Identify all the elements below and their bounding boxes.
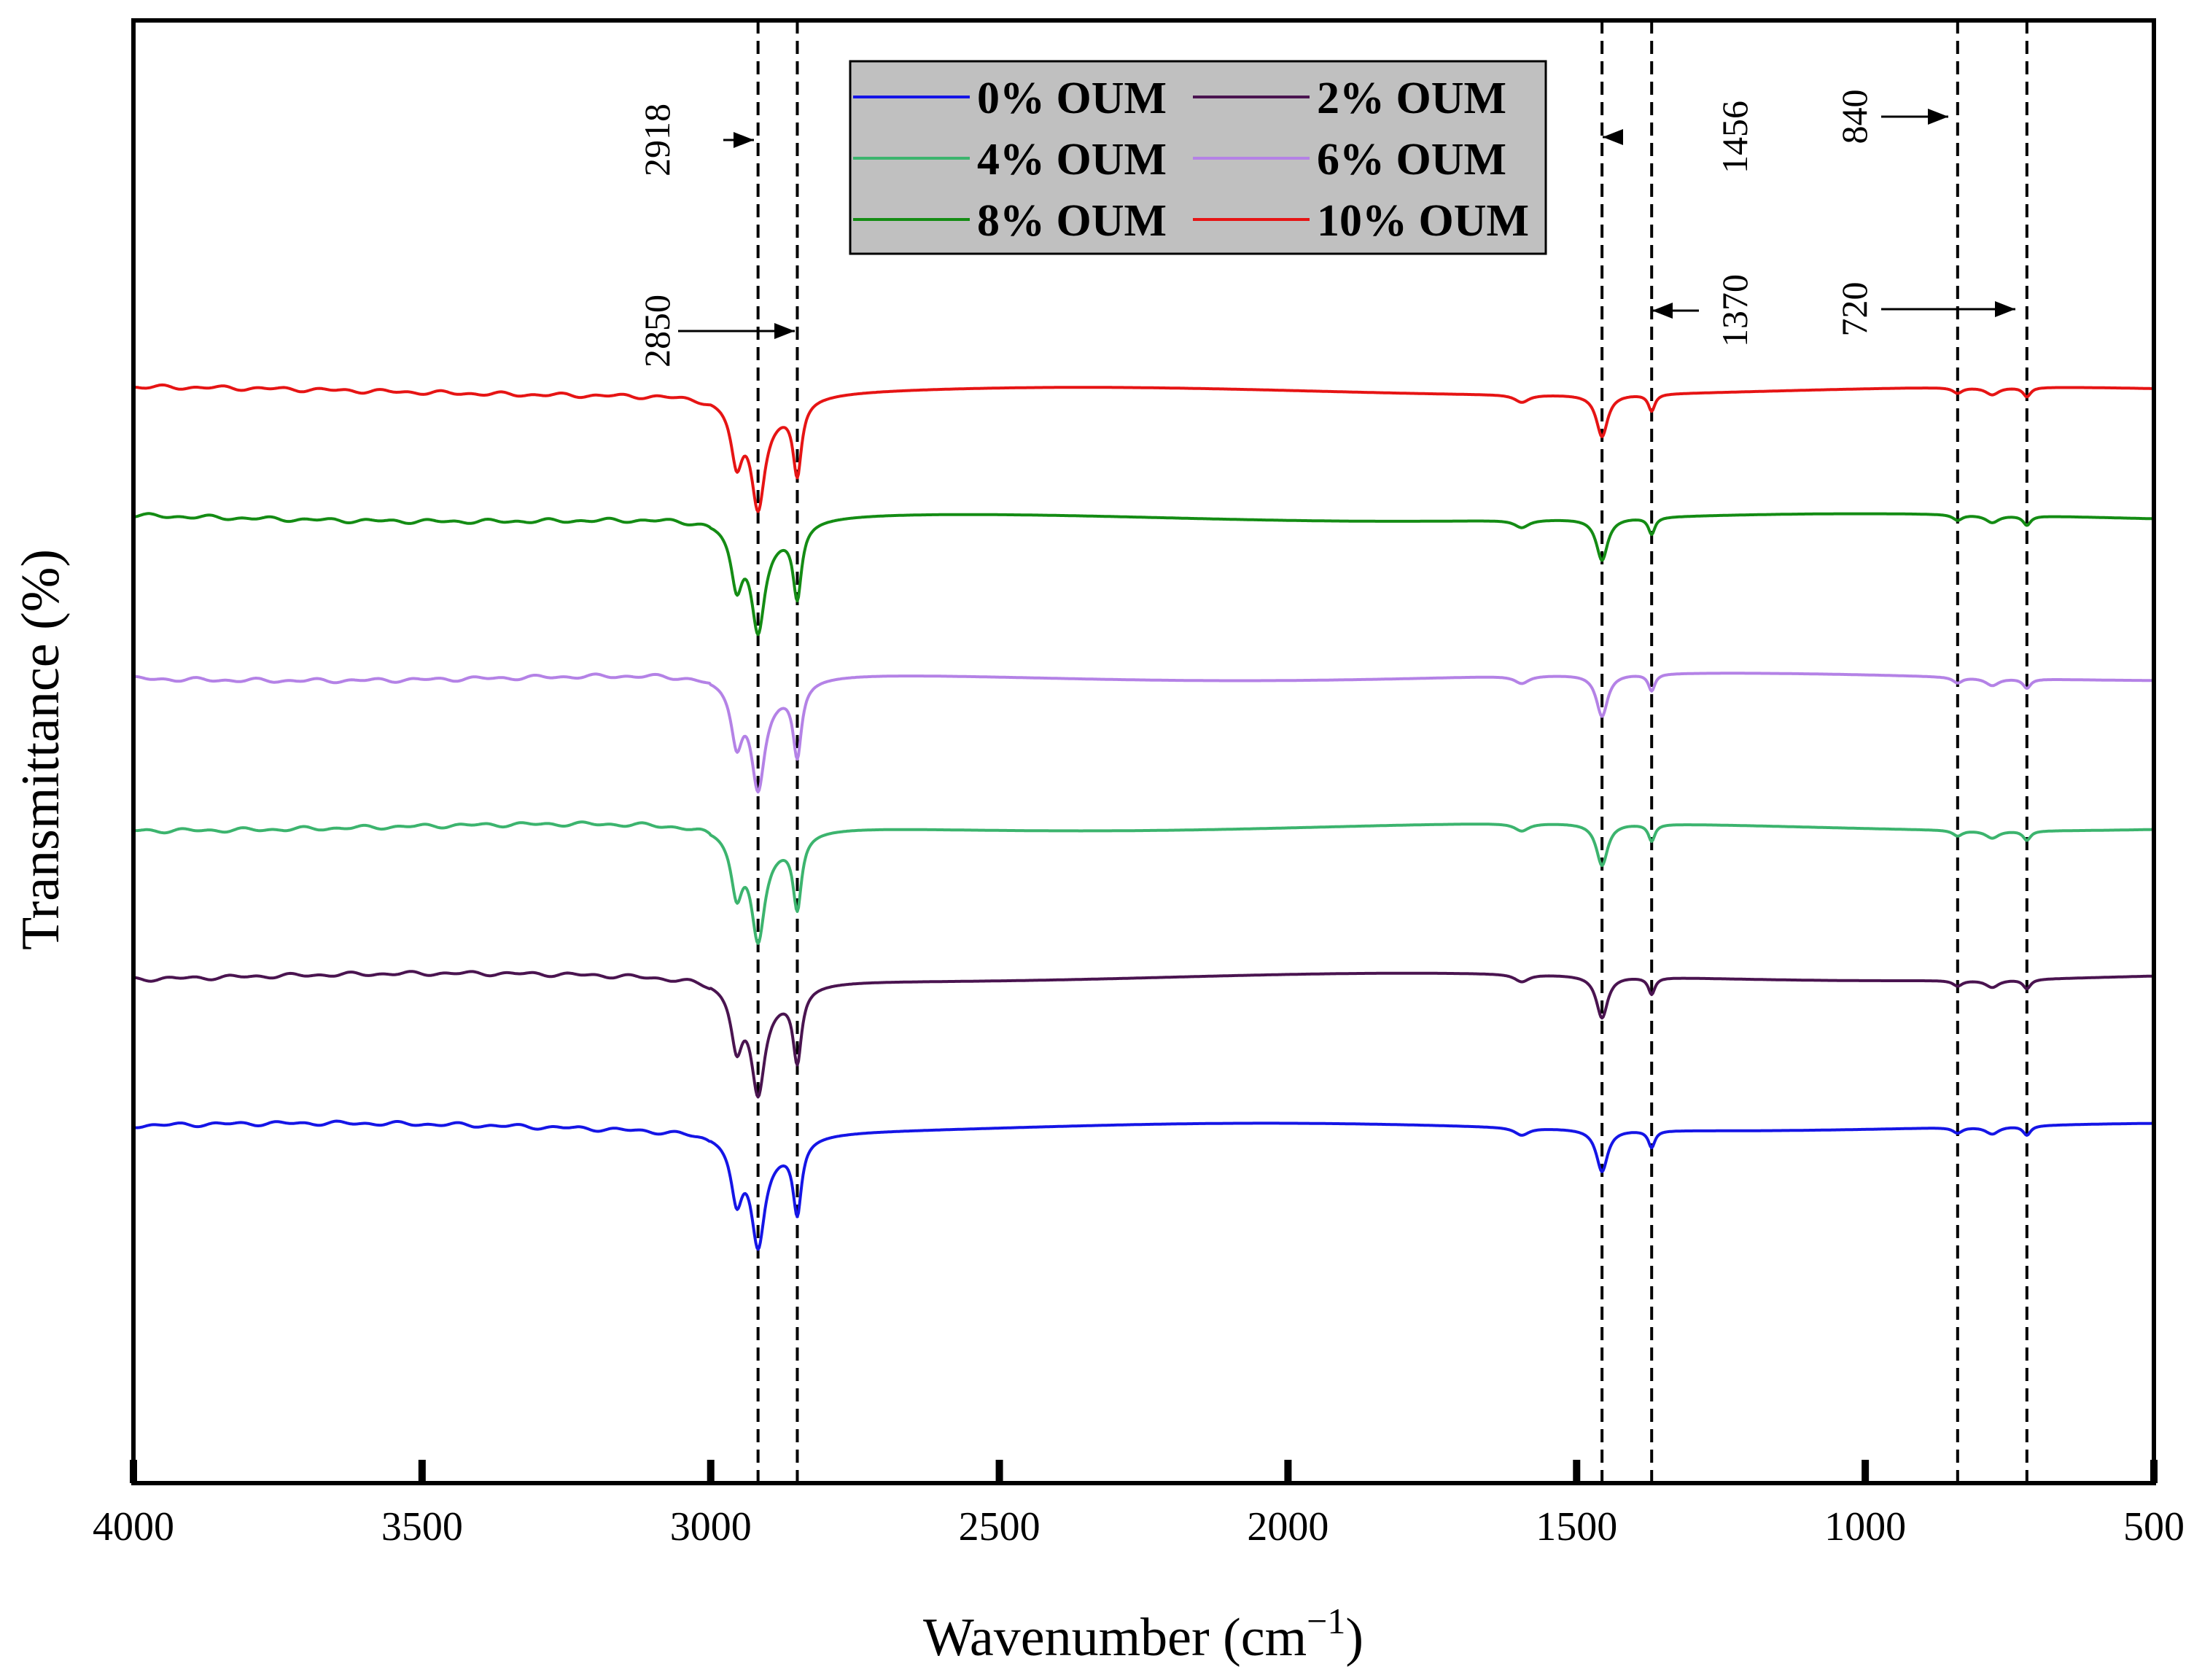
annotation-label: 840 — [1834, 90, 1875, 144]
annotation-label: 2850 — [637, 295, 677, 368]
legend-label: 10% OUM — [1317, 196, 1529, 246]
peak-annotations: 2918 2850 1456 1370 840 720 — [637, 90, 2015, 368]
legend-label: 4% OUM — [977, 135, 1167, 184]
series-line-6oum — [133, 672, 2155, 794]
series-line-8oum — [133, 512, 2155, 637]
series-line-2oum — [133, 970, 2155, 1099]
legend-label: 6% OUM — [1317, 135, 1506, 184]
series-line-4oum — [133, 820, 2155, 945]
annotation-arrowhead — [1652, 303, 1673, 319]
x-tick-label: 4000 — [93, 1504, 174, 1549]
x-tick-label: 3000 — [670, 1504, 752, 1549]
x-axis-ticks: 4000 3500 3000 2500 2000 1500 1000 500 — [93, 1460, 2185, 1549]
legend-label: 0% OUM — [977, 74, 1167, 123]
annotation-arrowhead — [1928, 109, 1948, 125]
series-lines — [133, 383, 2155, 1251]
annotation-label: 1456 — [1714, 101, 1755, 174]
plot-frame — [131, 18, 2156, 1485]
series-line-0oum — [133, 1119, 2155, 1251]
annotation-label: 720 — [1834, 282, 1875, 337]
x-tick-label: 1500 — [1536, 1504, 1617, 1549]
x-tick-label: 2500 — [959, 1504, 1040, 1549]
x-tick-label: 3500 — [381, 1504, 463, 1549]
annotation-label: 2918 — [637, 104, 677, 176]
x-tick-label: 1000 — [1824, 1504, 1906, 1549]
series-line-10oum — [133, 383, 2155, 513]
y-axis-label: Transmittance (%) — [11, 549, 71, 950]
annotation-label: 1370 — [1714, 274, 1755, 347]
legend: 0% OUM 2% OUM 4% OUM 6% OUM 8% OUM 10% OUM — [849, 60, 1547, 255]
x-tick-label: 2000 — [1247, 1504, 1329, 1549]
legend-label: 8% OUM — [977, 196, 1167, 246]
x-axis-label-superscript: −1 — [1307, 1601, 1345, 1641]
x-axis-label-close: ) — [1345, 1608, 1364, 1668]
annotation-arrowhead — [1995, 301, 2015, 317]
annotation-arrowhead — [774, 323, 795, 339]
x-tick-label: 500 — [2123, 1504, 2185, 1549]
legend-label: 2% OUM — [1317, 74, 1506, 123]
annotation-arrowhead — [1603, 129, 1623, 145]
annotation-arrowhead — [734, 132, 754, 148]
x-axis-label: Wavenumber (cm−1) — [923, 1601, 1364, 1668]
